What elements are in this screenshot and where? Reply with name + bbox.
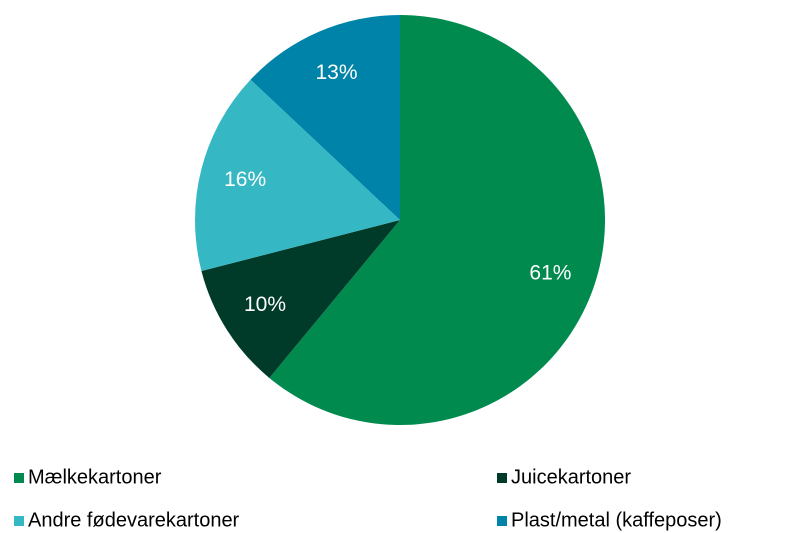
legend-swatch	[14, 473, 24, 483]
legend-label: Mælkekartoner	[28, 466, 162, 488]
legend-swatch	[497, 473, 507, 483]
pie-slice	[250, 15, 400, 220]
legend-swatch	[14, 516, 24, 526]
data-label: 16%	[224, 168, 266, 191]
pie-slice	[195, 79, 400, 271]
data-label: 13%	[315, 61, 357, 84]
data-label: 61%	[529, 262, 571, 285]
legend-label: Juicekartoner	[511, 466, 631, 488]
pie-slice	[269, 15, 605, 425]
legend-swatch	[497, 516, 507, 526]
pie-slice	[201, 220, 400, 378]
legend-label: Plast/metal (kaffeposer)	[511, 509, 722, 531]
legend-label: Andre fødevarekartoner	[28, 509, 240, 531]
data-label: 10%	[244, 293, 286, 316]
